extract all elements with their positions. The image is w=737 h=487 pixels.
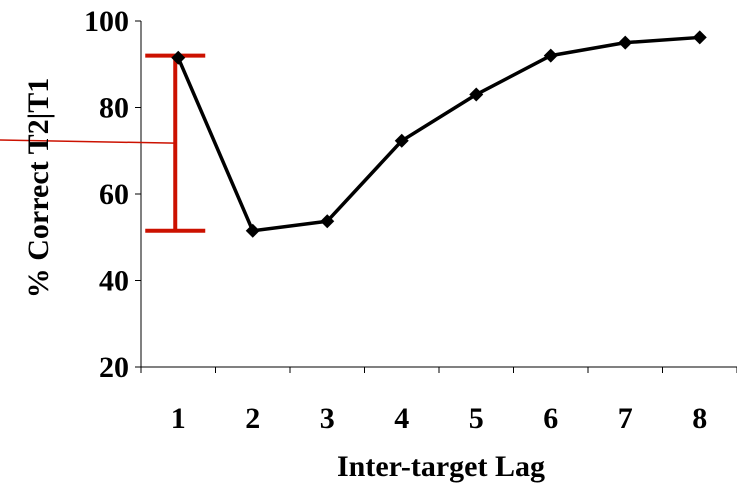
y-tick-label: 100 bbox=[84, 5, 129, 38]
x-tick-label: 8 bbox=[692, 402, 707, 435]
data-point-marker bbox=[245, 223, 260, 238]
y-tick-label: 60 bbox=[99, 178, 129, 211]
series-layer bbox=[171, 30, 707, 238]
data-point-marker bbox=[469, 87, 484, 102]
data-point-marker bbox=[618, 35, 633, 50]
y-tick-label: 20 bbox=[99, 351, 129, 384]
data-point-marker bbox=[394, 133, 409, 148]
data-point-marker bbox=[320, 214, 335, 229]
y-axis-title: % Correct T2|T1 bbox=[22, 78, 55, 298]
axes bbox=[135, 20, 737, 373]
x-tick-label: 6 bbox=[543, 402, 558, 435]
data-point-marker bbox=[543, 48, 558, 63]
x-tick-label: 4 bbox=[394, 402, 409, 435]
y-tick-labels: 20 40 60 80 100 bbox=[84, 5, 129, 384]
data-point-marker bbox=[692, 30, 707, 45]
x-tick-labels: 1 2 3 4 5 6 7 8 bbox=[171, 402, 708, 435]
y-tick-label: 40 bbox=[99, 265, 129, 298]
series-line bbox=[176, 35, 700, 233]
data-point-marker bbox=[171, 50, 186, 65]
y-tick-label: 80 bbox=[99, 92, 129, 125]
x-tick-label: 2 bbox=[245, 402, 260, 435]
x-axis-title: Inter-target Lag bbox=[337, 450, 545, 483]
x-tick-label: 3 bbox=[320, 402, 335, 435]
x-tick-label: 5 bbox=[469, 402, 484, 435]
annotation-pointer-line bbox=[0, 139, 176, 144]
x-tick-label: 1 bbox=[171, 402, 186, 435]
x-tick-label: 7 bbox=[618, 402, 633, 435]
